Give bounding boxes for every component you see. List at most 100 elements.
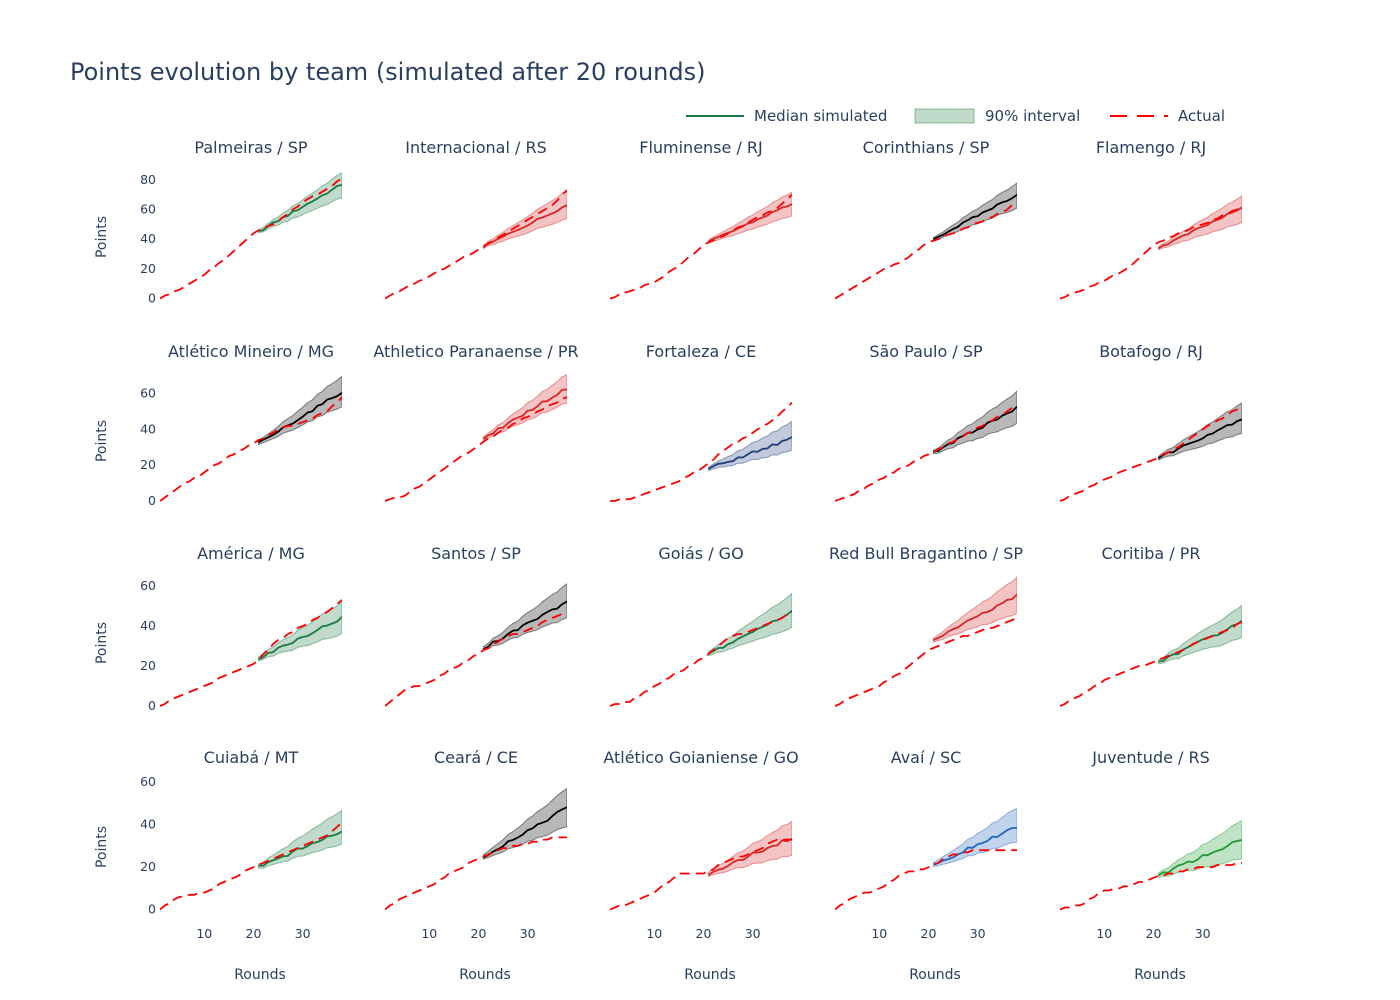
median-line <box>933 827 1017 866</box>
simulation-band <box>707 592 792 657</box>
panel-3: Fluminense / RJ <box>610 138 792 300</box>
x-tick-label: 30 <box>520 926 536 941</box>
x-tick-label: 30 <box>295 926 311 941</box>
x-axis-label: Rounds <box>909 967 961 983</box>
subplot-title: Ceará / CE <box>434 748 518 767</box>
x-tick-label: 20 <box>471 926 487 941</box>
median-line <box>258 830 342 867</box>
y-tick-label: 60 <box>140 386 156 401</box>
simulation-band <box>1157 402 1242 461</box>
actual-line <box>610 838 792 911</box>
chart-title: Points evolution by team (simulated afte… <box>70 58 705 86</box>
x-tick-label: 20 <box>696 926 712 941</box>
median-line <box>482 204 567 249</box>
x-tick-label: 30 <box>970 926 986 941</box>
y-tick-label: 0 <box>148 291 156 306</box>
actual-line <box>160 177 342 300</box>
plot-area <box>835 807 1017 911</box>
subplot-title: Red Bull Bragantino / SP <box>829 544 1023 563</box>
actual-line <box>1060 862 1242 911</box>
simulation-band <box>707 820 792 878</box>
subplot-title: Atlético Goianiense / GO <box>603 748 798 767</box>
simulation-band <box>482 787 567 860</box>
y-tick-label: 40 <box>140 618 156 633</box>
x-tick-label: 10 <box>196 926 212 941</box>
actual-line <box>160 396 342 502</box>
y-axis-label: Points <box>94 826 110 868</box>
simulation-band <box>482 583 567 652</box>
plot-area <box>160 809 342 911</box>
panel-15: Coritiba / PR <box>1060 544 1242 707</box>
subplot-grid: Palmeiras / SP 0 20 40 60 80 Points Internacion… <box>94 138 1242 983</box>
simulation-band <box>1157 195 1242 251</box>
plot-area <box>835 390 1017 502</box>
simulation-band <box>482 374 567 442</box>
median-line <box>707 436 792 470</box>
panel-11: América / MG 0 20 40 60 Points <box>94 544 342 713</box>
actual-line <box>1060 405 1242 502</box>
x-tick-label: 20 <box>1146 926 1162 941</box>
panel-6: Atlético Mineiro / MG 0 20 40 60 Points <box>94 342 342 508</box>
actual-line <box>835 617 1017 707</box>
actual-line <box>385 836 567 911</box>
actual-line <box>1060 621 1242 707</box>
simulation-band <box>932 807 1017 868</box>
actual-line <box>835 849 1017 911</box>
subplot-title: Corinthians / SP <box>863 138 990 157</box>
legend-band-swatch <box>914 108 975 124</box>
y-tick-label: 40 <box>140 231 156 246</box>
panel-20: Juventude / RS 10 20 30 Rounds <box>1060 748 1242 983</box>
subplot-title: Fortaleza / CE <box>646 342 756 361</box>
subplot-title: Coritiba / PR <box>1102 544 1201 563</box>
plot-area <box>1060 195 1242 300</box>
simulation-band <box>932 576 1017 643</box>
plot-area <box>385 787 567 911</box>
median-line <box>1158 619 1242 663</box>
legend-actual-label: Actual <box>1178 107 1225 125</box>
actual-line <box>610 194 792 300</box>
actual-line <box>385 189 567 300</box>
panel-14: Red Bull Bragantino / SP <box>829 544 1023 707</box>
median-line <box>483 600 567 650</box>
subplot-title: São Paulo / SP <box>869 342 983 361</box>
y-axis-label: Points <box>94 216 110 258</box>
median-line <box>482 388 567 440</box>
panel-10: Botafogo / RJ <box>1060 342 1242 502</box>
actual-line <box>385 611 567 707</box>
panel-16: Cuiabá / MT 0 20 40 60 Points 10 20 30 Rounds <box>94 748 342 983</box>
panel-2: Internacional / RS <box>385 138 567 300</box>
x-axis-label: Rounds <box>684 967 736 983</box>
y-tick-label: 60 <box>140 774 156 789</box>
actual-line <box>835 201 1017 300</box>
x-tick-label: 10 <box>871 926 887 941</box>
plot-area <box>610 820 792 911</box>
subplot-title: Flamengo / RJ <box>1096 138 1206 157</box>
y-tick-label: 20 <box>140 457 156 472</box>
median-line <box>482 806 567 859</box>
simulation-band <box>932 182 1017 242</box>
actual-line <box>610 401 792 502</box>
plot-area <box>160 599 342 707</box>
plot-area <box>385 583 567 707</box>
plot-area <box>835 182 1017 300</box>
panel-19: Avaí / SC 10 20 30 Rounds <box>835 748 1017 983</box>
y-axis-label: Points <box>94 420 110 462</box>
x-tick-label: 10 <box>646 926 662 941</box>
median-line <box>1157 206 1242 250</box>
simulation-band <box>257 809 342 869</box>
y-tick-label: 20 <box>140 859 156 874</box>
x-tick-label: 10 <box>1096 926 1112 941</box>
plot-area <box>610 191 792 300</box>
plot-area <box>1060 402 1242 502</box>
x-axis-label: Rounds <box>234 967 286 983</box>
plot-area <box>385 189 567 300</box>
actual-line <box>610 611 792 707</box>
subplot-title: Palmeiras / SP <box>194 138 307 157</box>
y-tick-label: 0 <box>148 902 156 917</box>
subplot-title: Goiás / GO <box>658 544 743 563</box>
median-line <box>933 194 1017 241</box>
subplot-title: Juventude / RS <box>1091 748 1210 767</box>
panel-7: Athletico Paranaense / PR <box>373 342 579 502</box>
subplot-title: Botafogo / RJ <box>1099 342 1203 361</box>
median-line <box>707 837 792 876</box>
